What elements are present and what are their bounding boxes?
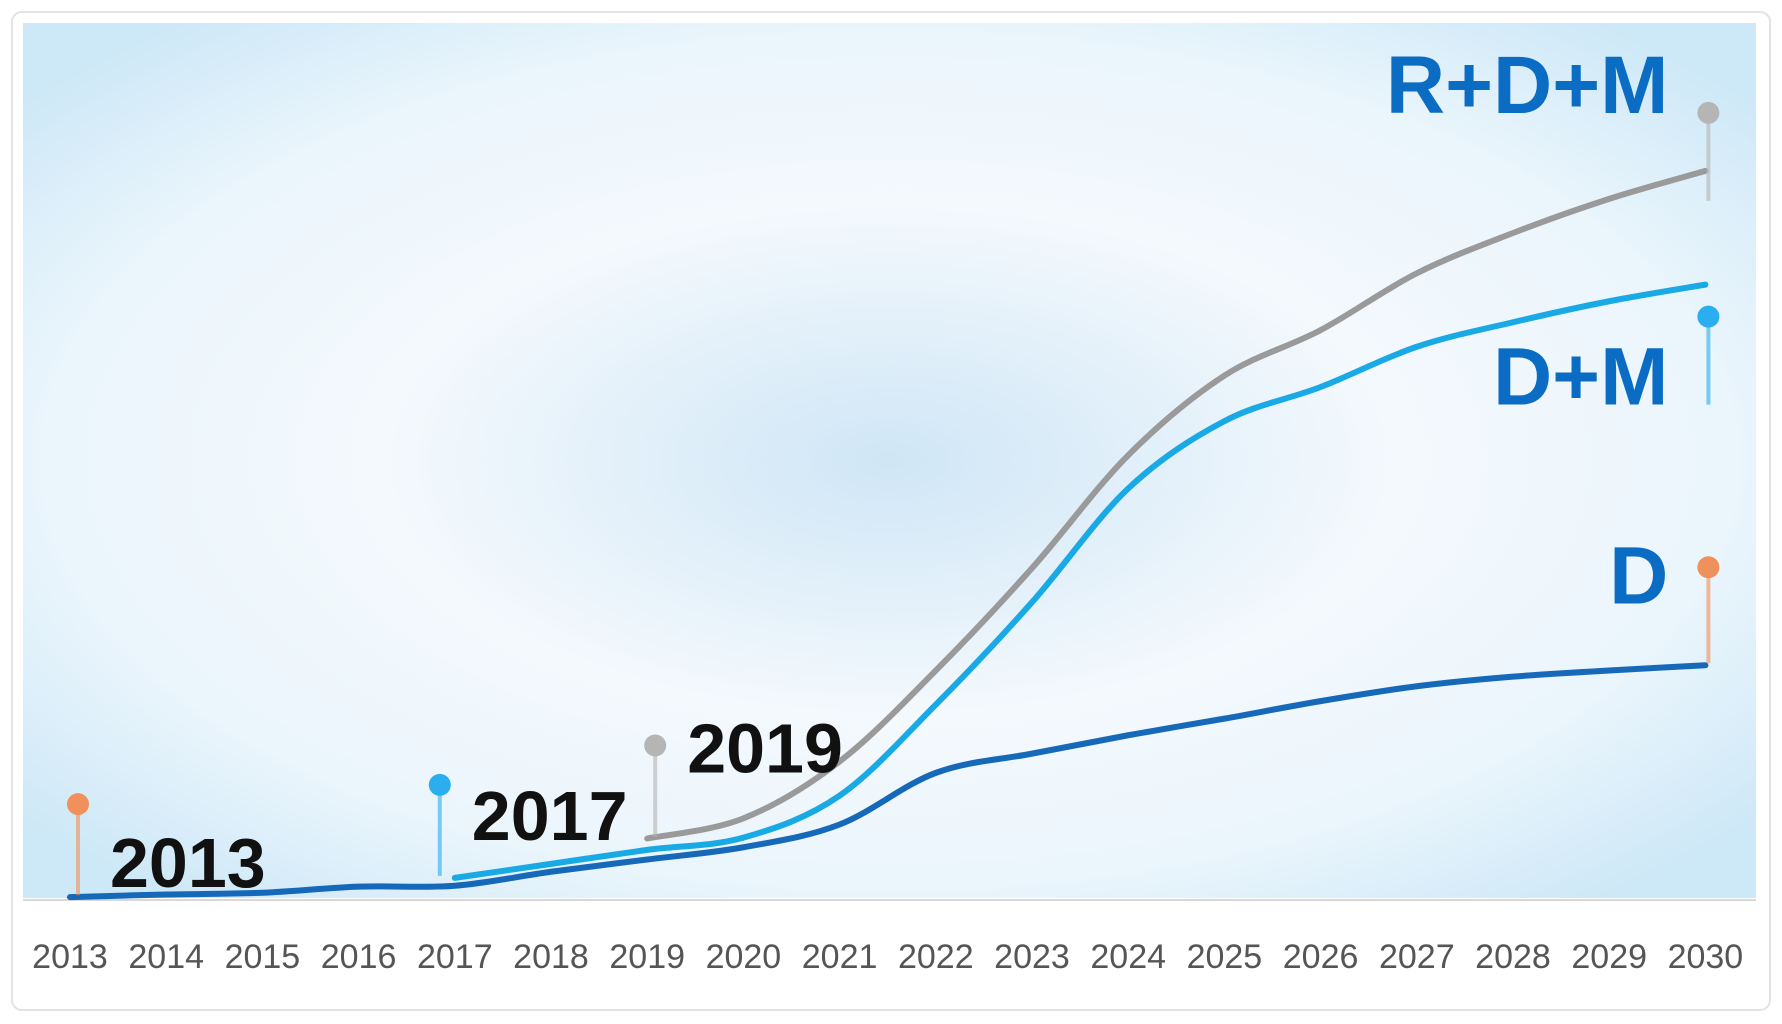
annotation: 2019 [687,710,843,788]
x-tick-label: 2015 [225,938,301,976]
x-tick-label: 2016 [321,938,397,976]
legend-label: D+M [1493,332,1668,423]
pin-head [1697,556,1720,579]
pin-head [644,734,667,757]
x-tick-label: 2025 [1187,938,1263,976]
x-tick-label: 2028 [1475,938,1551,976]
x-tick-label: 2023 [994,938,1070,976]
annotation: 2017 [472,777,628,855]
pin-head [1697,305,1720,328]
plot-area [23,23,1756,898]
x-tick-label: 2013 [32,938,108,976]
x-tick-label: 2021 [802,938,878,976]
x-tick-label: 2024 [1090,938,1166,976]
x-tick-label: 2027 [1379,938,1455,976]
pin-head [428,773,451,796]
x-tick-label: 2026 [1283,938,1359,976]
x-tick-label: 2019 [609,938,685,976]
legend-label: D [1609,530,1668,621]
x-tick-label: 2030 [1668,938,1744,976]
series-line [451,281,1709,881]
series-line [67,662,1709,901]
annotation: 2013 [110,824,266,902]
series-line [644,167,1709,842]
x-tick-label: 2014 [128,938,204,976]
x-tick-label: 2022 [898,938,974,976]
legend-label: R+D+M [1386,40,1669,131]
pin-head [67,793,89,816]
x-tick-label: 2020 [706,938,782,976]
pin-head [1697,101,1720,124]
x-tick-label: 2018 [513,938,589,976]
x-tick-label: 2029 [1571,938,1647,976]
x-tick-label: 2017 [417,938,493,976]
